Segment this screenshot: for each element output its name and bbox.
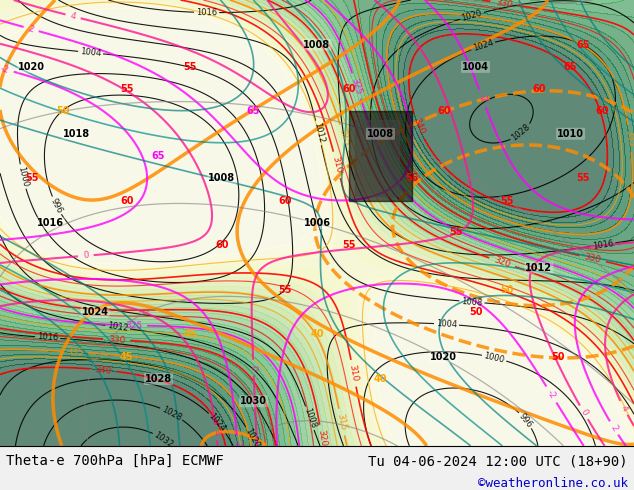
Text: 1008: 1008 xyxy=(209,173,235,183)
Text: 1000: 1000 xyxy=(16,165,30,188)
Text: 335: 335 xyxy=(66,347,84,357)
Text: 4: 4 xyxy=(69,11,77,22)
Text: 2: 2 xyxy=(609,423,619,433)
Text: 310: 310 xyxy=(347,364,359,383)
Text: 50: 50 xyxy=(500,285,514,295)
Text: 60: 60 xyxy=(120,196,134,206)
Text: 1028: 1028 xyxy=(510,122,532,143)
Text: 1004: 1004 xyxy=(80,47,101,58)
Text: 1018: 1018 xyxy=(63,129,89,139)
Text: 1006: 1006 xyxy=(304,218,330,228)
Text: 1008: 1008 xyxy=(461,296,483,307)
Text: 1000: 1000 xyxy=(483,351,505,365)
Text: 1016: 1016 xyxy=(37,332,58,343)
Text: 1004: 1004 xyxy=(436,319,457,329)
Text: 1004: 1004 xyxy=(462,62,489,72)
Text: 55: 55 xyxy=(278,285,292,295)
Text: Theta-e 700hPa [hPa] ECMWF: Theta-e 700hPa [hPa] ECMWF xyxy=(6,454,224,468)
Text: 4: 4 xyxy=(619,403,629,413)
Text: -2: -2 xyxy=(0,64,10,75)
Text: 1030: 1030 xyxy=(240,396,267,406)
Text: 1012: 1012 xyxy=(526,263,552,272)
Text: 1020: 1020 xyxy=(243,427,261,449)
Text: 310: 310 xyxy=(330,155,344,174)
Text: Tu 04-06-2024 12:00 UTC (18+90): Tu 04-06-2024 12:00 UTC (18+90) xyxy=(368,454,628,468)
Text: 1016: 1016 xyxy=(196,8,217,17)
Text: 315: 315 xyxy=(337,128,351,147)
Text: 1008: 1008 xyxy=(367,129,394,139)
Text: 0: 0 xyxy=(578,408,589,417)
Text: 1020: 1020 xyxy=(430,352,457,362)
Text: 50: 50 xyxy=(469,307,482,317)
Text: 1024: 1024 xyxy=(207,412,228,433)
Text: 320: 320 xyxy=(493,255,512,270)
Text: 325: 325 xyxy=(349,76,363,96)
Text: 330: 330 xyxy=(495,0,513,9)
Text: 335: 335 xyxy=(624,129,634,147)
Text: 340: 340 xyxy=(411,117,426,136)
Text: 65: 65 xyxy=(576,40,590,49)
Text: 340: 340 xyxy=(94,365,112,375)
Text: 60: 60 xyxy=(437,106,451,117)
Text: 55: 55 xyxy=(450,227,463,237)
Text: 1028: 1028 xyxy=(160,404,183,422)
Text: 60: 60 xyxy=(342,84,356,94)
Text: 50: 50 xyxy=(56,106,70,117)
Text: 65: 65 xyxy=(564,62,578,72)
Text: 1012: 1012 xyxy=(312,122,325,144)
Text: 55: 55 xyxy=(183,62,197,72)
Text: 55: 55 xyxy=(342,240,356,250)
Text: 40: 40 xyxy=(373,374,387,384)
Text: 1020: 1020 xyxy=(18,62,45,72)
Text: ©weatheronline.co.uk: ©weatheronline.co.uk xyxy=(477,477,628,490)
Text: 65: 65 xyxy=(247,106,261,117)
Text: 996: 996 xyxy=(49,196,64,215)
Text: 45: 45 xyxy=(120,352,134,362)
Text: 1008: 1008 xyxy=(304,40,330,49)
Text: 55: 55 xyxy=(120,84,134,94)
Text: -2: -2 xyxy=(477,93,488,104)
Text: 996: 996 xyxy=(517,411,534,429)
Text: 4: 4 xyxy=(211,429,221,436)
Text: 60: 60 xyxy=(278,196,292,206)
Text: 320: 320 xyxy=(316,429,328,447)
Text: 1028: 1028 xyxy=(145,374,172,384)
Text: -2: -2 xyxy=(545,389,557,401)
Text: 60: 60 xyxy=(215,240,229,250)
Text: 2: 2 xyxy=(27,24,35,34)
Text: 1012: 1012 xyxy=(107,321,129,333)
Text: 1024: 1024 xyxy=(472,38,495,53)
Text: 55: 55 xyxy=(576,173,590,183)
Text: 1010: 1010 xyxy=(557,129,584,139)
Text: 55: 55 xyxy=(500,196,514,206)
Text: 1024: 1024 xyxy=(82,307,108,317)
Text: 60: 60 xyxy=(595,106,609,117)
Text: 330: 330 xyxy=(583,252,602,265)
Text: 65: 65 xyxy=(152,151,165,161)
Text: 1008: 1008 xyxy=(302,407,318,430)
Text: 315: 315 xyxy=(335,413,348,431)
Text: 45: 45 xyxy=(183,329,197,340)
Text: 325: 325 xyxy=(125,320,142,330)
Text: 60: 60 xyxy=(532,84,546,94)
Text: 1020: 1020 xyxy=(460,8,483,23)
Text: 2: 2 xyxy=(233,441,242,447)
Text: 55: 55 xyxy=(25,173,39,183)
Text: 1032: 1032 xyxy=(152,430,175,449)
Text: 0: 0 xyxy=(82,251,89,261)
Text: 40: 40 xyxy=(310,329,324,340)
Text: 330: 330 xyxy=(108,335,126,345)
Text: 1016: 1016 xyxy=(592,239,614,251)
Text: 50: 50 xyxy=(551,352,565,362)
Text: 0: 0 xyxy=(249,365,258,371)
Text: 55: 55 xyxy=(405,173,419,183)
Text: 1016: 1016 xyxy=(37,218,64,228)
